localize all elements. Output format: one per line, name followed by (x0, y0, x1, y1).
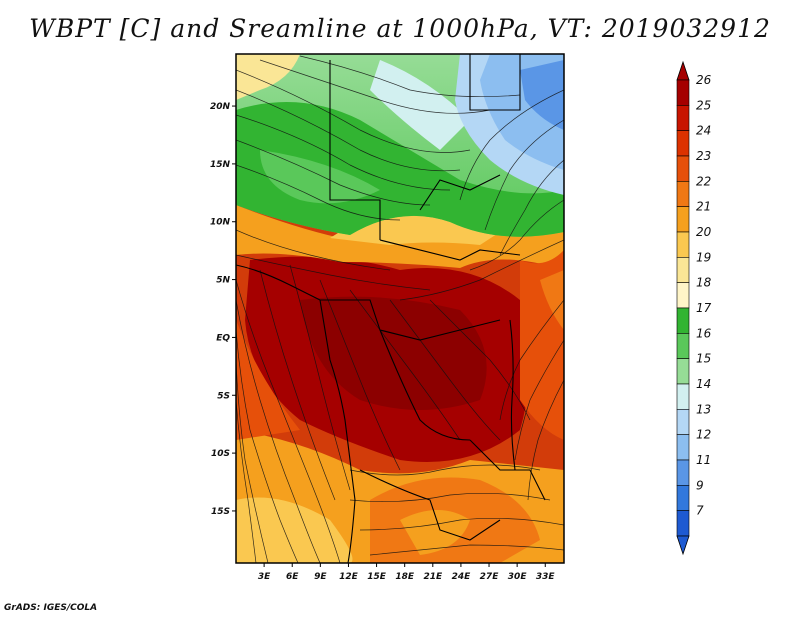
colorbar-swatch (676, 434, 690, 461)
colorbar-swatch (676, 181, 690, 207)
colorbar-label: 11 (696, 453, 711, 467)
lon-tick-label: 30E (508, 572, 528, 582)
country-borders (236, 54, 546, 563)
colorbar-swatch (676, 383, 690, 410)
colorbar-label: 14 (696, 377, 711, 391)
colorbar-top-arrow (676, 60, 690, 81)
colorbar-swatch (676, 130, 690, 157)
colorbar-swatch (676, 257, 690, 283)
colorbar-swatch (676, 333, 690, 359)
lon-tick-label: 33E (536, 572, 556, 582)
colorbar-label: 20 (696, 225, 712, 239)
lon-tick-label: 9E (314, 572, 327, 582)
colorbar-label: 7 (696, 504, 704, 518)
colorbar-bottom-arrow (676, 535, 690, 556)
colorbar-swatch (676, 409, 690, 435)
lat-tick-label: 5N (216, 276, 230, 286)
shaded-field (236, 54, 564, 563)
lat-tick-label: 15N (210, 160, 231, 170)
lon-tick-label: 12E (339, 572, 359, 582)
colorbar-swatch (676, 485, 690, 511)
lat-tick-label: 10S (211, 449, 230, 459)
colorbar-swatch (676, 510, 690, 537)
colorbar-label: 18 (696, 276, 712, 290)
colorbar-label: 15 (696, 352, 711, 366)
map-title: WBPT [C] and Sreamline at 1000hPa, VT: 2… (29, 14, 771, 43)
longitude-axis: 3E 6E 9E 12E 15E 18E 21E 24E 27E 30E 33E (258, 563, 556, 582)
grads-credit: GrADS: IGES/COLA (4, 603, 98, 613)
lat-tick-label: 15S (211, 507, 230, 517)
lat-tick-label: 5S (217, 391, 230, 401)
colorbar-swatch (676, 282, 690, 309)
colorbar-label: 13 (696, 402, 711, 416)
colorbar-swatch (676, 79, 690, 106)
lon-tick-label: 24E (452, 572, 472, 582)
lon-tick-label: 21E (423, 572, 443, 582)
streamlines (236, 55, 564, 563)
lat-tick-label: 10N (210, 218, 231, 228)
colorbar-label: 12 (696, 428, 711, 442)
map-frame (235, 53, 565, 564)
colorbar-label: 22 (696, 174, 711, 188)
lon-tick-label: 18E (395, 572, 415, 582)
colorbar-label: 17 (696, 301, 712, 315)
lat-tick-label: 20N (210, 102, 231, 112)
lon-tick-label: 3E (258, 572, 271, 582)
colorbar-swatch (676, 206, 690, 233)
colorbar-swatch (676, 459, 690, 486)
colorbar-label: 16 (696, 326, 712, 340)
colorbar-label: 21 (696, 200, 711, 214)
colorbar-swatch (676, 105, 690, 131)
colorbar-swatch (676, 358, 690, 385)
colorbar-label: 25 (696, 98, 711, 112)
lon-tick-label: 27E (480, 572, 500, 582)
lon-tick-label: 15E (367, 572, 387, 582)
lon-tick-label: 6E (286, 572, 299, 582)
colorbar-label: 23 (696, 149, 711, 163)
colorbar-swatch (676, 155, 690, 182)
colorbar-label: 19 (696, 250, 711, 264)
colorbar-label: 9 (696, 478, 704, 492)
colorbar-label: 26 (696, 73, 712, 87)
colorbar-label: 24 (696, 124, 711, 138)
lat-tick-label: EQ (216, 333, 230, 343)
colorbar-swatch (676, 231, 690, 258)
colorbar-swatch (676, 307, 690, 334)
colorbar: 26 25 24 23 22 21 20 19 18 17 16 15 14 13 12 11 9 7 (676, 60, 712, 556)
latitude-axis: 20N 15N 10N 5N EQ 5S 10S 15S (210, 102, 236, 517)
